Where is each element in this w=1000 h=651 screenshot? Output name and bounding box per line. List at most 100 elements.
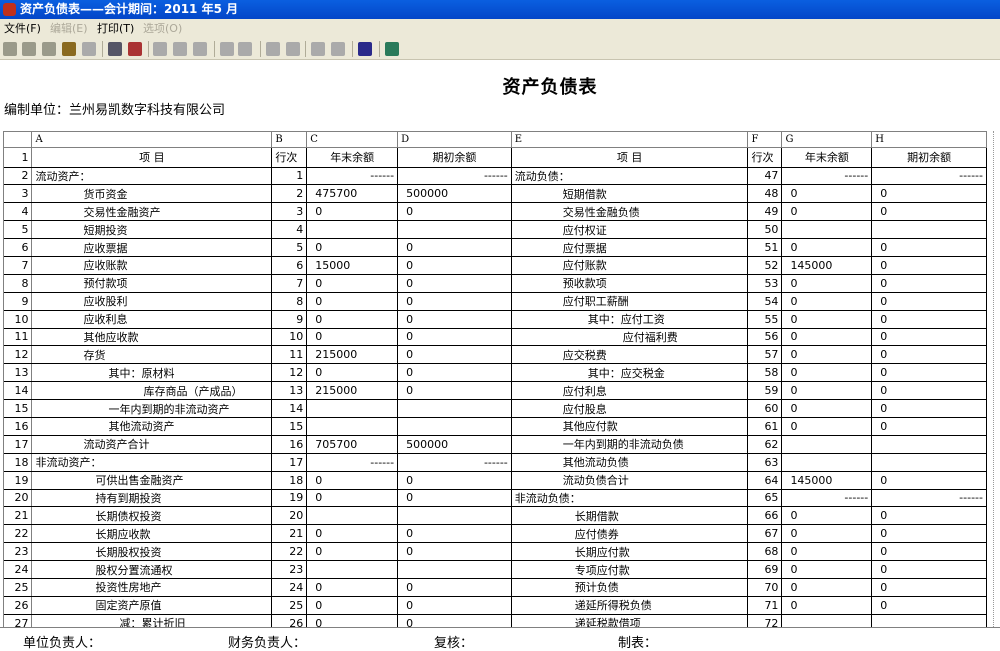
asset-item[interactable]: 应收票据 <box>31 238 273 257</box>
liability-item[interactable]: 非流动负债： <box>511 489 749 508</box>
column-header-c[interactable]: C <box>306 132 399 148</box>
row-number[interactable]: 14 <box>4 381 33 401</box>
menu-print[interactable]: 打印(T) <box>97 22 135 35</box>
line-number[interactable]: 6 <box>271 256 308 275</box>
row-number[interactable]: 10 <box>4 310 33 329</box>
find-icon[interactable] <box>62 42 76 56</box>
liability-item[interactable]: 其他应付款 <box>511 417 749 436</box>
liability-item[interactable]: 专项应付款 <box>511 560 749 579</box>
asset-item[interactable]: 股权分置流通权 <box>31 560 273 579</box>
amount-cell[interactable]: 0 <box>397 524 512 544</box>
line-number[interactable]: 48 <box>747 184 783 204</box>
amount-cell[interactable]: 0 <box>871 292 987 311</box>
amount-cell[interactable]: 0 <box>781 184 873 204</box>
asset-item[interactable]: 长期债权投资 <box>31 506 273 526</box>
amount-cell[interactable]: 0 <box>397 310 512 329</box>
row-number[interactable]: 13 <box>4 363 33 383</box>
amount-cell[interactable] <box>871 435 987 454</box>
amount-cell[interactable]: 0 <box>781 238 873 257</box>
liability-item[interactable]: 应付利息 <box>511 381 749 401</box>
amount-cell[interactable]: 0 <box>306 542 399 562</box>
amount-cell[interactable]: 145000 <box>781 471 873 490</box>
amount-cell[interactable] <box>397 417 512 436</box>
amount-cell[interactable] <box>871 220 987 240</box>
amount-cell[interactable]: 0 <box>397 578 512 597</box>
amount-cell[interactable]: 0 <box>306 524 399 544</box>
amount-cell[interactable]: 0 <box>781 274 873 293</box>
amount-cell[interactable]: 0 <box>306 363 399 383</box>
amount-cell[interactable]: 0 <box>781 524 873 544</box>
liability-item[interactable]: 应付票据 <box>511 238 749 257</box>
amount-cell[interactable] <box>781 435 873 454</box>
amount-cell[interactable]: 0 <box>397 363 512 383</box>
row-number[interactable]: 7 <box>4 256 33 275</box>
print-preview-icon[interactable] <box>128 42 142 56</box>
print-icon[interactable] <box>108 42 122 56</box>
amount-cell[interactable]: 705700 <box>306 435 399 454</box>
asset-item[interactable]: 流动资产合计 <box>31 435 273 454</box>
row-number[interactable]: 26 <box>4 596 33 615</box>
asset-item[interactable]: 库存商品（产成品） <box>31 381 273 401</box>
stop-icon[interactable] <box>22 42 36 56</box>
line-number[interactable]: 16 <box>271 435 308 454</box>
amount-cell[interactable]: ------ <box>397 167 512 186</box>
line-number[interactable]: 57 <box>747 345 783 365</box>
liability-item[interactable]: 预收款项 <box>511 274 749 293</box>
amount-cell[interactable]: 0 <box>781 292 873 311</box>
amount-cell[interactable]: 0 <box>781 399 873 418</box>
amount-cell[interactable]: 0 <box>397 345 512 365</box>
line-number[interactable]: 71 <box>747 596 783 615</box>
liability-item[interactable]: 应付账款 <box>511 256 749 275</box>
column-header-h[interactable]: H <box>871 132 987 148</box>
line-number[interactable]: 65 <box>747 489 783 508</box>
move-down-icon[interactable] <box>286 42 300 56</box>
amount-cell[interactable]: 0 <box>306 596 399 615</box>
amount-cell[interactable]: 0 <box>871 202 987 222</box>
row-number[interactable]: 23 <box>4 542 33 562</box>
amount-cell[interactable]: 0 <box>871 274 987 293</box>
amount-cell[interactable]: 0 <box>781 542 873 562</box>
amount-cell[interactable]: 0 <box>871 399 987 418</box>
line-number[interactable]: 64 <box>747 471 783 490</box>
liability-item[interactable]: 应付债券 <box>511 524 749 544</box>
line-number[interactable]: 54 <box>747 292 783 311</box>
line-number[interactable]: 9 <box>271 310 308 329</box>
amount-cell[interactable]: 0 <box>871 542 987 562</box>
asset-item[interactable]: 其他流动资产 <box>31 417 273 436</box>
amount-cell[interactable]: 0 <box>397 471 512 490</box>
asset-item[interactable]: 预付款项 <box>31 274 273 293</box>
liability-item[interactable]: 其中：应交税金 <box>511 363 749 383</box>
menu-file[interactable]: 文件(F) <box>4 22 41 35</box>
line-number[interactable]: 8 <box>271 292 308 311</box>
row-number[interactable]: 17 <box>4 435 33 454</box>
line-number[interactable]: 12 <box>271 363 308 383</box>
column-header-e[interactable]: E <box>511 132 749 148</box>
amount-cell[interactable]: 0 <box>871 471 987 490</box>
amount-cell[interactable]: ------ <box>397 453 512 472</box>
line-number[interactable]: 55 <box>747 310 783 329</box>
amount-cell[interactable] <box>397 399 512 418</box>
amount-cell[interactable]: 0 <box>871 596 987 615</box>
edit-icon[interactable] <box>311 42 325 56</box>
amount-cell[interactable] <box>306 220 399 240</box>
row-number[interactable]: 16 <box>4 417 33 436</box>
row-number[interactable]: 21 <box>4 506 33 526</box>
amount-cell[interactable]: 0 <box>306 471 399 490</box>
asset-item[interactable]: 其他应收款 <box>31 328 273 347</box>
asset-item[interactable]: 非流动资产： <box>31 453 273 472</box>
line-number[interactable]: 66 <box>747 506 783 526</box>
asset-item[interactable]: 应收账款 <box>31 256 273 275</box>
amount-cell[interactable] <box>781 220 873 240</box>
amount-cell[interactable]: 0 <box>397 381 512 401</box>
line-number[interactable]: 21 <box>271 524 308 544</box>
asset-item[interactable]: 持有到期投资 <box>31 489 273 508</box>
amount-cell[interactable]: 500000 <box>397 184 512 204</box>
asset-item[interactable]: 减：累计折旧 <box>31 614 273 627</box>
line-number[interactable]: 24 <box>271 578 308 597</box>
line-number[interactable]: 20 <box>271 506 308 526</box>
amount-cell[interactable]: 0 <box>871 578 987 597</box>
amount-cell[interactable]: 0 <box>781 345 873 365</box>
amount-cell[interactable]: 0 <box>871 524 987 544</box>
line-number[interactable]: 18 <box>271 471 308 490</box>
amount-cell[interactable]: 0 <box>397 614 512 627</box>
